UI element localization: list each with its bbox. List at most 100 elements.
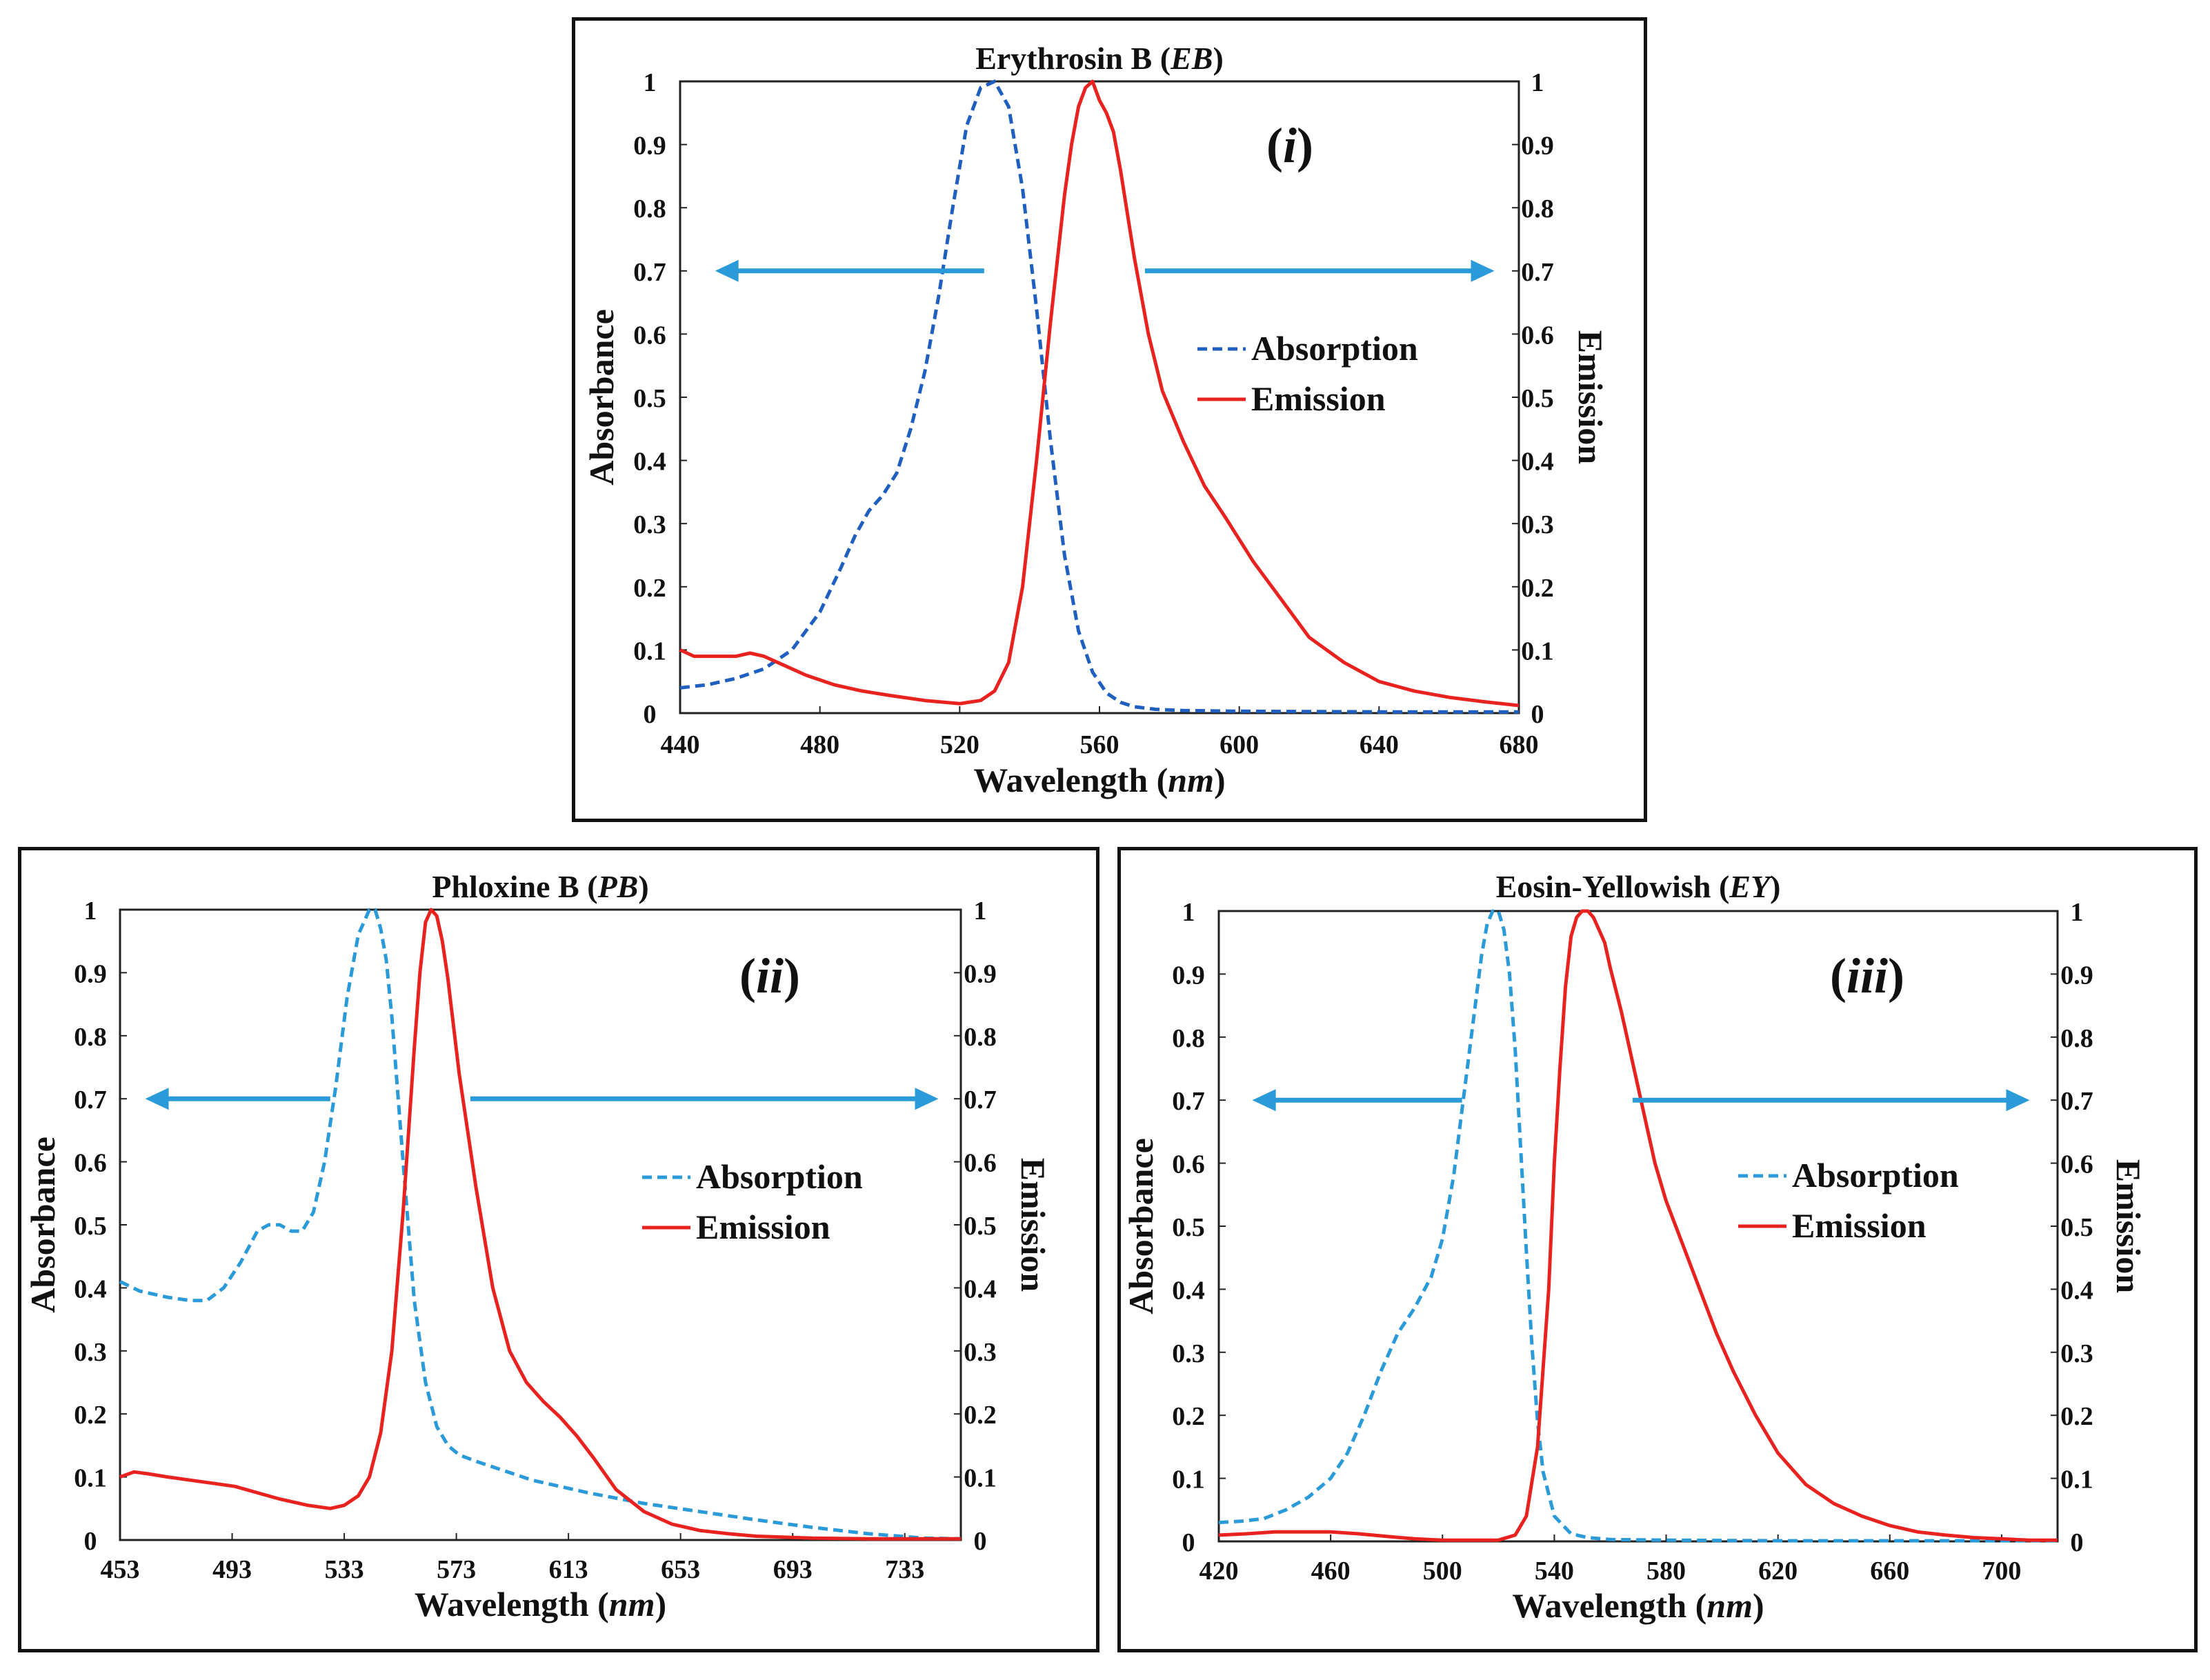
panel-label-paren: ) <box>784 948 800 1003</box>
y2-tick-label: 0.9 <box>964 959 997 988</box>
y-tick-label: 0.4 <box>633 448 666 477</box>
x-axis-label-text: Wavelength <box>1512 1586 1686 1625</box>
chart-panel-eosin-yellowish: Eosin-Yellowish (EY) 0 0 0.1 0.1 0.2 0.2 0.3 0.3… <box>1117 847 2198 1652</box>
y2-tick-label: 0.4 <box>1521 448 1554 477</box>
chart-title-paren: ( <box>579 869 598 904</box>
y-tick-label: 1 <box>1182 898 1195 927</box>
x-tick-label: 620 <box>1758 1557 1798 1586</box>
x-tick-label: 440 <box>661 730 700 759</box>
y-tick-label: 0.8 <box>633 194 666 223</box>
y2-tick-label: 0.6 <box>1521 321 1554 350</box>
y2-tick-label: 0 <box>974 1527 987 1556</box>
x-axis-label-paren: ( <box>1148 761 1168 799</box>
x-tick-label: 480 <box>800 730 839 759</box>
x-tick-label: 540 <box>1535 1557 1574 1586</box>
y2-tick-label: 0.2 <box>1521 574 1554 603</box>
y-axis-label-left: Absorbance <box>582 309 621 486</box>
y2-tick-label: 0.2 <box>964 1401 997 1430</box>
x-tick-label: 533 <box>325 1555 364 1584</box>
chart-title-name: Eosin-Yellowish <box>1496 869 1711 904</box>
y2-tick-label: 0 <box>2071 1528 2084 1557</box>
y2-tick-label: 0.5 <box>1521 384 1554 413</box>
y-tick-label: 0.2 <box>1172 1402 1205 1431</box>
legend-label-absorption: Absorption <box>1251 329 1418 368</box>
y2-tick-label: 0.2 <box>2060 1402 2093 1431</box>
panel-label-roman: iii <box>1846 948 1888 1003</box>
arrow-left-head <box>715 259 739 282</box>
x-tick-label: 420 <box>1199 1557 1239 1586</box>
x-axis-label-text: Wavelength <box>973 761 1148 799</box>
series-line-emission <box>119 908 961 1541</box>
arrow-right-head <box>1471 259 1495 282</box>
y-tick-label: 0.7 <box>633 258 666 287</box>
x-tick-label: 680 <box>1500 730 1539 759</box>
y2-tick-label: 0.9 <box>1521 132 1554 161</box>
y-tick-label: 0.6 <box>74 1149 107 1178</box>
legend-label-absorption: Absorption <box>1792 1156 1959 1194</box>
chart-title-paren: ( <box>1711 869 1729 904</box>
x-tick-label: 453 <box>101 1555 140 1584</box>
chart-title-paren: ) <box>1770 869 1780 904</box>
x-tick-label: 493 <box>212 1555 252 1584</box>
y2-tick-label: 0.5 <box>2060 1213 2093 1242</box>
x-axis-label-unit: nm <box>1706 1586 1753 1625</box>
chart-title-abbr: PB <box>597 869 639 904</box>
y-tick-label: 0.1 <box>74 1464 107 1493</box>
y2-tick-label: 0.7 <box>1521 258 1554 287</box>
x-tick-label: 573 <box>437 1555 476 1584</box>
y-tick-label: 0.4 <box>74 1274 107 1303</box>
y2-tick-label: 0.6 <box>964 1149 997 1178</box>
y-tick-label: 0.3 <box>633 510 666 539</box>
chart-title: Phloxine B (PB) <box>432 869 648 904</box>
panel-label-paren: ) <box>1297 118 1313 173</box>
plot-frame <box>679 80 1520 714</box>
x-tick-label: 560 <box>1080 730 1119 759</box>
panel-label-paren: ( <box>739 948 756 1003</box>
chart-panel-erythrosin-b: Erythrosin B (EB) 0 0 0.1 0.1 0.2 0.2 0.3 0.3 0.4… <box>572 17 1647 822</box>
chart-title: Erythrosin B (EB) <box>975 41 1224 76</box>
y2-tick-label: 0.1 <box>2060 1466 2093 1494</box>
x-tick-label: 613 <box>549 1555 588 1584</box>
y-axis-label-left: Absorbance <box>1122 1138 1160 1314</box>
chart-title-name: Erythrosin B <box>975 41 1152 76</box>
chart-title-abbr: EB <box>1170 41 1213 76</box>
y2-tick-label: 0.5 <box>964 1212 997 1241</box>
x-tick-label: 700 <box>1982 1557 2021 1586</box>
chart-title: Eosin-Yellowish (EY) <box>1496 869 1781 904</box>
x-tick-label: 693 <box>773 1555 813 1584</box>
y-tick-label: 0.5 <box>1172 1213 1205 1242</box>
x-axis-label: Wavelength (nm) <box>973 761 1225 799</box>
panel-label-paren: ( <box>1830 948 1846 1003</box>
y-tick-label: 0.1 <box>1172 1466 1205 1494</box>
x-axis-label-paren: ( <box>1686 1586 1706 1625</box>
chart-svg: Phloxine B (PB)0 00.1 0.10.2 0.20.3 0.30.4 0.… <box>23 869 1053 1623</box>
series-group <box>1218 909 2058 1543</box>
panel-label-roman: ii <box>756 948 784 1003</box>
chart-title-name: Phloxine B <box>432 869 579 904</box>
x-axis-label-text: Wavelength <box>415 1585 589 1623</box>
y-tick-label: 0.6 <box>633 321 666 350</box>
y-tick-label: 0.2 <box>633 574 666 603</box>
y2-tick-label: 1 <box>974 897 987 926</box>
x-axis-label-paren: ) <box>655 1585 667 1623</box>
y2-tick-label: 0.8 <box>2060 1024 2093 1053</box>
y2-tick-label: 0.4 <box>964 1274 997 1303</box>
x-tick-label: 640 <box>1360 730 1399 759</box>
series-line-emission <box>1218 909 2058 1542</box>
y-tick-label: 0.9 <box>633 132 666 161</box>
arrow-right-head <box>2006 1089 2030 1112</box>
x-axis-label: Wavelength (nm) <box>415 1585 666 1623</box>
y-tick-label: 0.9 <box>1172 961 1205 990</box>
x-tick-label: 580 <box>1646 1557 1686 1586</box>
x-tick-label: 460 <box>1311 1557 1351 1586</box>
legend-label-emission: Emission <box>696 1208 830 1246</box>
y-tick-label: 0.8 <box>1172 1024 1205 1053</box>
y-tick-label: 0.3 <box>1172 1339 1205 1368</box>
x-axis-label: Wavelength (nm) <box>1512 1586 1764 1625</box>
x-axis-label-unit: nm <box>1168 761 1214 799</box>
y-tick-label: 0 <box>1182 1528 1195 1557</box>
y-tick-label: 0.5 <box>74 1212 107 1241</box>
plot-frame <box>1217 910 2059 1543</box>
y2-tick-label: 0.4 <box>2060 1276 2093 1305</box>
y2-tick-label: 0.7 <box>964 1086 997 1114</box>
